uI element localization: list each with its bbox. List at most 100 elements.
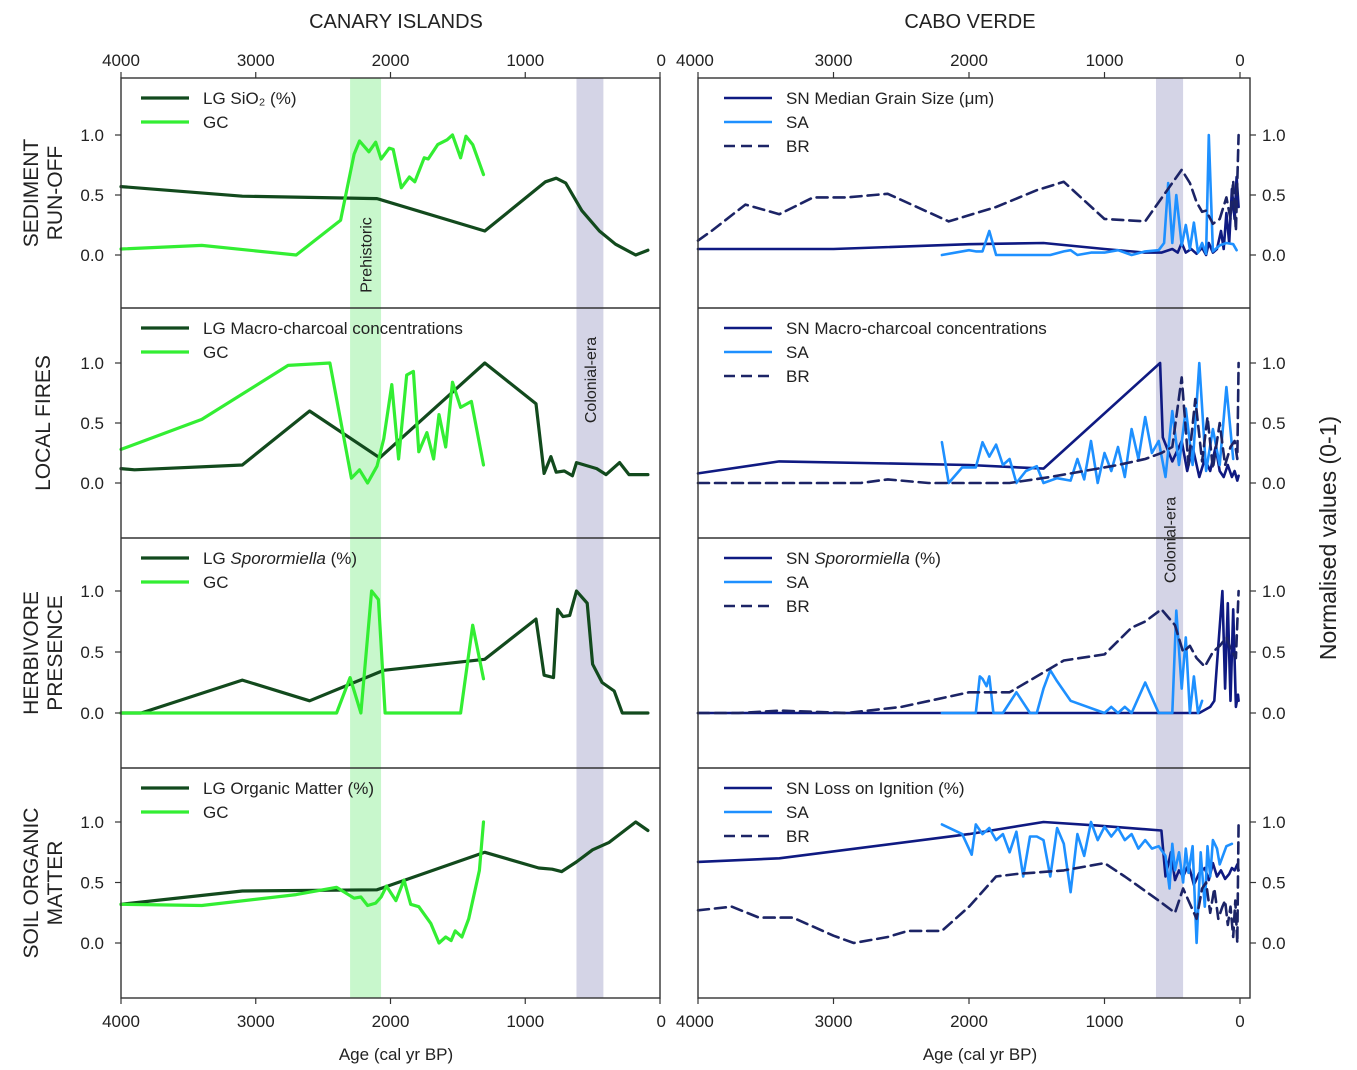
left-legend-label: GC bbox=[203, 803, 229, 822]
left-bottom-tick-label: 2000 bbox=[372, 1012, 410, 1031]
prehistoric-label: Prehistoric bbox=[359, 217, 376, 293]
left-y-tick-label: 0.5 bbox=[80, 186, 104, 205]
right-y-tick-label: 1.0 bbox=[1262, 126, 1286, 145]
right-y-tick-label: 1.0 bbox=[1262, 813, 1286, 832]
row-label-line: LOCAL FIRES bbox=[32, 355, 55, 491]
right-bottom-tick-label: 0 bbox=[1235, 1012, 1244, 1031]
column-title-canary-islands: CANARY ISLANDS bbox=[309, 11, 483, 33]
right-legend-label: SN Sporormiella (%) bbox=[786, 549, 941, 568]
right-x-axis-label: Age (cal yr BP) bbox=[923, 1045, 1037, 1064]
right-y-tick-label: 0.5 bbox=[1262, 414, 1286, 433]
left-legend-label: LG Macro-charcoal concentrations bbox=[203, 319, 463, 338]
right-bottom-tick-label: 1000 bbox=[1086, 1012, 1124, 1031]
column-titles: CANARY ISLANDS CABO VERDE bbox=[309, 11, 1035, 33]
right-sediment-sa-line bbox=[940, 133, 1238, 257]
left-fires-lg-line bbox=[119, 361, 650, 478]
series-lines bbox=[119, 133, 1240, 945]
colonial-label-left: Colonial-era bbox=[583, 337, 600, 423]
right-herbivore-sn-line bbox=[696, 589, 1240, 715]
legend-label-taxon: Sporormiella bbox=[230, 549, 325, 568]
right-herbivore-sa-line bbox=[940, 609, 1204, 715]
right-bottom-tick-label: 2000 bbox=[950, 1012, 988, 1031]
left-y-tick-label: 0.0 bbox=[80, 934, 104, 953]
right-legend-label: BR bbox=[786, 827, 810, 846]
left-y-tick-label: 1.0 bbox=[80, 582, 104, 601]
row-label-line: PRESENCE bbox=[44, 595, 67, 711]
left-soil-gc-line bbox=[119, 820, 486, 945]
left-bottom-tick-label: 4000 bbox=[102, 1012, 140, 1031]
right-y-tick-label: 0.0 bbox=[1262, 704, 1286, 723]
left-sediment-gc-line bbox=[119, 133, 486, 257]
right-legend-label: BR bbox=[786, 367, 810, 386]
legends: LG SiO₂ (%) GC LG Macro-charcoal concentra… bbox=[141, 89, 1047, 846]
right-fires-sn-line bbox=[696, 361, 1240, 482]
left-soil-lg-line bbox=[119, 820, 650, 906]
right-bottom-tick-label: 3000 bbox=[815, 1012, 853, 1031]
right-y-tick-label: 0.5 bbox=[1262, 186, 1286, 205]
row-labels: SEDIMENT RUN-OFF LOCAL FIRES HERBIVORE PRESE… bbox=[20, 139, 67, 959]
left-y-tick-label: 1.0 bbox=[80, 813, 104, 832]
right-legend-label: SA bbox=[786, 573, 809, 592]
right-herbivore-br-line bbox=[696, 589, 1240, 715]
right-legend-label: SA bbox=[786, 803, 809, 822]
legend-label-taxon: Sporormiella bbox=[814, 549, 909, 568]
right-top-tick-label: 4000 bbox=[676, 51, 714, 70]
legend-label-suffix: (%) bbox=[326, 549, 357, 568]
right-legend-label: BR bbox=[786, 137, 810, 156]
row-label-line: RUN-OFF bbox=[44, 146, 67, 240]
right-soil-br-line bbox=[696, 820, 1240, 945]
left-legend-label: GC bbox=[203, 113, 229, 132]
left-legend-label: LG Organic Matter (%) bbox=[203, 779, 374, 798]
left-top-tick-label: 4000 bbox=[102, 51, 140, 70]
left-legend-label: GC bbox=[203, 343, 229, 362]
colonial-label-right: Colonial-era bbox=[1163, 497, 1180, 583]
left-y-tick-label: 0.0 bbox=[80, 246, 104, 265]
left-x-axis-label: Age (cal yr BP) bbox=[339, 1045, 453, 1064]
left-y-tick-label: 1.0 bbox=[80, 354, 104, 373]
left-sediment-lg-line bbox=[119, 176, 650, 257]
left-bottom-tick-label: 0 bbox=[657, 1012, 666, 1031]
left-y-tick-label: 0.5 bbox=[80, 874, 104, 893]
row-label-line: MATTER bbox=[44, 841, 67, 926]
right-top-tick-label: 2000 bbox=[950, 51, 988, 70]
axes: 4000 4000 3000 3000 2000 2000 1000 1000 0 0 4000 40… bbox=[80, 51, 1341, 1064]
right-soil-sa-line bbox=[940, 820, 1234, 945]
right-y-tick-label: 1.0 bbox=[1262, 354, 1286, 373]
right-legend-label: SN Median Grain Size (μm) bbox=[786, 89, 994, 108]
row-label-sediment: SEDIMENT RUN-OFF bbox=[20, 139, 67, 248]
left-y-tick-label: 0.0 bbox=[80, 704, 104, 723]
right-y-tick-label: 1.0 bbox=[1262, 582, 1286, 601]
left-bottom-tick-label: 3000 bbox=[237, 1012, 275, 1031]
legend-label-prefix: LG bbox=[203, 549, 230, 568]
right-legend-label: SN Loss on Ignition (%) bbox=[786, 779, 965, 798]
right-legend-label: BR bbox=[786, 597, 810, 616]
column-title-cabo-verde: CABO VERDE bbox=[904, 11, 1035, 33]
left-fires-gc-line bbox=[119, 361, 486, 485]
row-label-line: HERBIVORE bbox=[20, 591, 43, 715]
left-y-tick-label: 0.0 bbox=[80, 474, 104, 493]
right-y-tick-label: 0.5 bbox=[1262, 643, 1286, 662]
left-top-tick-label: 1000 bbox=[506, 51, 544, 70]
right-legend-label: SA bbox=[786, 113, 809, 132]
row-label-fires: LOCAL FIRES bbox=[32, 355, 55, 491]
y-axis-label: Normalised values (0-1) bbox=[1315, 416, 1341, 660]
right-y-tick-label: 0.0 bbox=[1262, 474, 1286, 493]
right-bottom-tick-label: 4000 bbox=[676, 1012, 714, 1031]
left-y-tick-label: 0.5 bbox=[80, 643, 104, 662]
legend-label-suffix: (%) bbox=[910, 549, 941, 568]
left-y-tick-label: 0.5 bbox=[80, 414, 104, 433]
left-top-tick-label: 2000 bbox=[372, 51, 410, 70]
right-y-tick-label: 0.0 bbox=[1262, 246, 1286, 265]
right-top-tick-label: 0 bbox=[1235, 51, 1244, 70]
right-sediment-br-line bbox=[696, 133, 1240, 242]
left-bottom-tick-label: 1000 bbox=[506, 1012, 544, 1031]
right-y-tick-label: 0.5 bbox=[1262, 874, 1286, 893]
left-herbivore-gc-line bbox=[119, 589, 486, 715]
row-label-line: SEDIMENT bbox=[20, 139, 43, 248]
left-herbivore-lg-line bbox=[119, 589, 650, 715]
left-top-tick-label: 3000 bbox=[237, 51, 275, 70]
right-top-tick-label: 3000 bbox=[815, 51, 853, 70]
left-y-tick-label: 1.0 bbox=[80, 126, 104, 145]
left-legend-label: LG Sporormiella (%) bbox=[203, 549, 357, 568]
row-label-line: SOIL ORGANIC bbox=[20, 808, 43, 959]
